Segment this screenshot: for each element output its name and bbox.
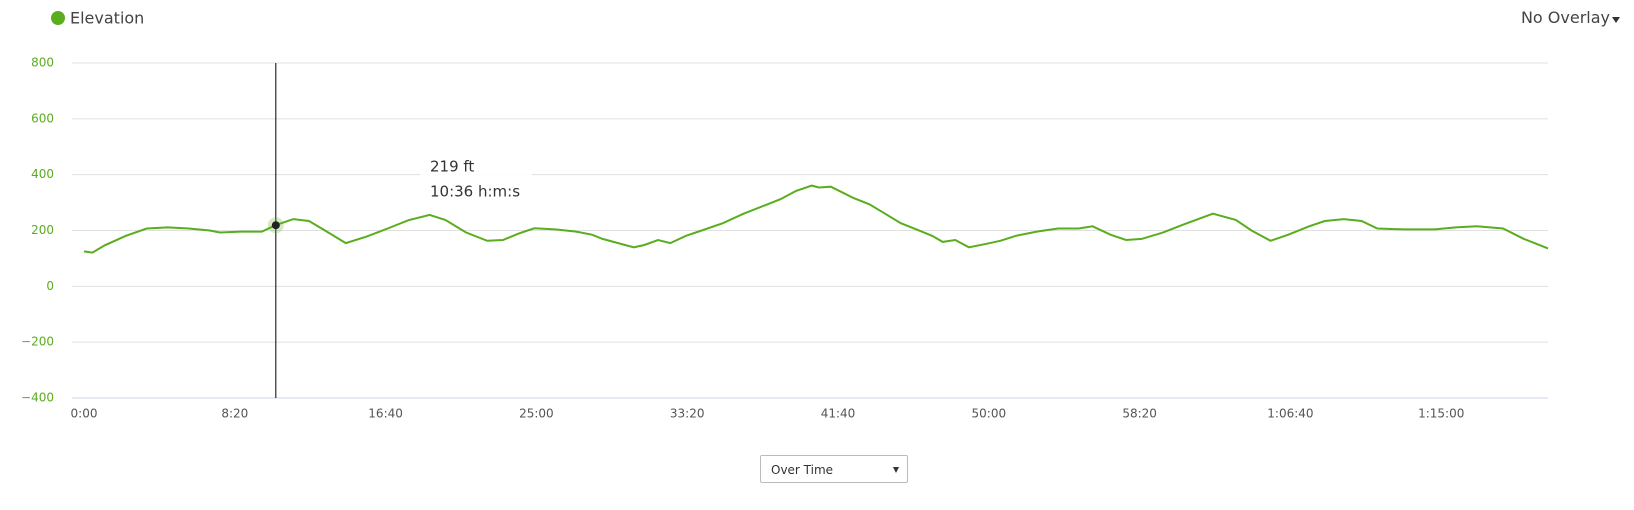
select-arrow bbox=[893, 467, 899, 473]
overlay-label: No Overlay bbox=[1520, 8, 1610, 27]
legend-label: Elevation bbox=[70, 9, 144, 28]
view-select-label: Over Time bbox=[771, 463, 834, 477]
x-tick-label: 8:20 bbox=[221, 407, 248, 421]
hover-point bbox=[271, 221, 280, 230]
tooltip-box bbox=[420, 150, 532, 204]
y-tick-label: 400 bbox=[31, 167, 54, 181]
dropdown-arrow bbox=[1612, 17, 1620, 23]
overlay-dropdown[interactable]: No Overlay bbox=[1521, 8, 1620, 27]
tooltip-time: 10:36 h:m:s bbox=[430, 183, 520, 201]
view-select[interactable]: Over Time bbox=[760, 455, 908, 483]
x-tick-label: 58:20 bbox=[1122, 407, 1157, 421]
x-tick-label: 0:00 bbox=[71, 407, 98, 421]
x-tick-label: 41:40 bbox=[821, 407, 856, 421]
chart: Elevation −400 −200 0 200 400 600 800 0:00 8:20 16… bbox=[21, 9, 1549, 421]
x-tick-label: 50:00 bbox=[972, 407, 1007, 421]
line-series bbox=[83, 184, 1549, 254]
y-tick-label: −200 bbox=[21, 335, 54, 349]
x-tick-label: 1:06:40 bbox=[1267, 407, 1313, 421]
y-tick-label: 200 bbox=[31, 223, 54, 237]
x-tick-label: 25:00 bbox=[519, 407, 554, 421]
x-tick-label: 16:40 bbox=[368, 407, 403, 421]
y-tick-label: 600 bbox=[31, 111, 54, 125]
x-tick-label: 33:20 bbox=[670, 407, 705, 421]
y-tick-label: 0 bbox=[46, 279, 54, 293]
y-tick-label: 800 bbox=[31, 56, 54, 70]
tooltip-value: 219 ft bbox=[430, 158, 474, 176]
x-tick-label: 1:15:00 bbox=[1418, 407, 1464, 421]
y-tick-label: −400 bbox=[21, 391, 54, 405]
legend-marker bbox=[51, 11, 65, 25]
